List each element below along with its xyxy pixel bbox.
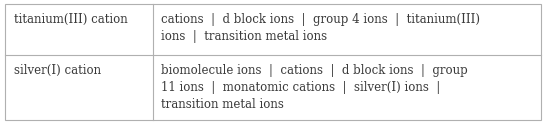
Text: titanium(III) cation: titanium(III) cation [14, 13, 127, 26]
Text: cations  |  d block ions  |  group 4 ions  |  titanium(III)
ions  |  transition : cations | d block ions | group 4 ions | … [161, 13, 480, 43]
Text: biomolecule ions  |  cations  |  d block ions  |  group
11 ions  |  monatomic ca: biomolecule ions | cations | d block ion… [161, 64, 467, 111]
Text: silver(I) cation: silver(I) cation [14, 64, 101, 77]
